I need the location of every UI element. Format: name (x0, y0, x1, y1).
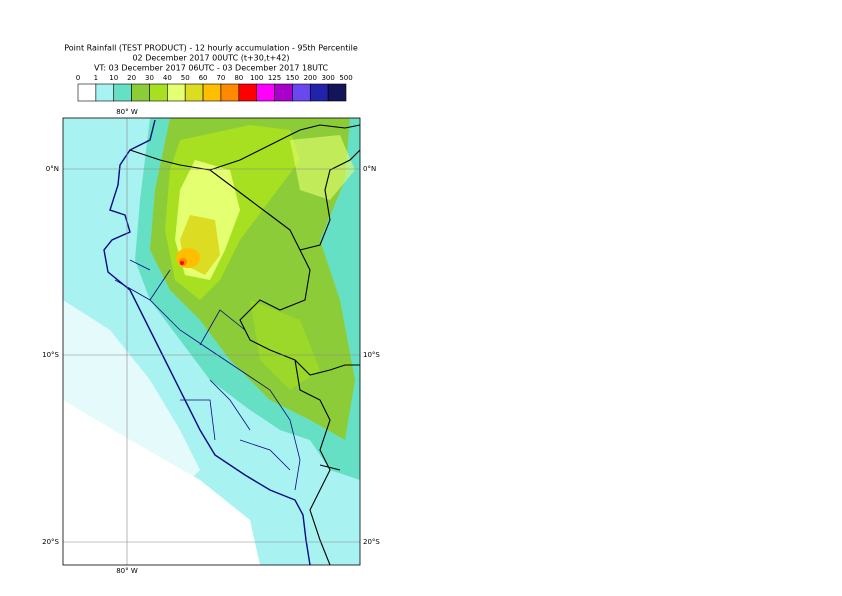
legend-swatch (256, 83, 275, 102)
legend-label: 125 (268, 74, 281, 82)
legend-label: 50 (181, 74, 190, 82)
map (63, 118, 360, 565)
lat-label: 10°S (42, 351, 59, 359)
legend-label: 1 (94, 74, 98, 82)
legend-label: 150 (286, 74, 299, 82)
legend-label: 20 (127, 74, 136, 82)
title-line: VT: 03 December 2017 06UTC - 03 December… (94, 64, 328, 73)
lat-label: 10°S (363, 351, 380, 359)
legend-swatch (184, 83, 204, 102)
legend-label: 500 (339, 74, 352, 82)
legend-label: 70 (216, 74, 225, 82)
legend-swatch (220, 83, 240, 102)
legend-label: 0 (76, 74, 80, 82)
legend: 0 1 10 20 30 40 50 60 70 80 100 125 150 200 300 500 (76, 74, 353, 102)
legend-swatch (327, 83, 347, 102)
legend-swatch (113, 83, 132, 102)
legend-swatch (95, 83, 115, 102)
map-frame (62, 117, 361, 566)
legend-swatch (149, 83, 168, 102)
title-line: 02 December 2017 00UTC (t+30,t+42) (132, 54, 289, 63)
lon-label: 80° W (116, 108, 138, 116)
title-line: Point Rainfall (TEST PRODUCT) - 12 hourl… (64, 44, 358, 53)
legend-label: 300 (321, 74, 334, 82)
legend-swatch (292, 83, 311, 102)
legend-swatch (77, 83, 97, 102)
lat-label: 20°S (42, 538, 59, 546)
legend-label: 40 (163, 74, 172, 82)
legend-label: 30 (145, 74, 154, 82)
legend-label: 10 (109, 74, 118, 82)
legend-swatch (131, 83, 150, 102)
legend-label: 100 (250, 74, 263, 82)
legend-swatch (202, 83, 222, 102)
lat-label: 20°S (363, 538, 380, 546)
legend-label: 200 (304, 74, 317, 82)
legend-swatch (167, 83, 186, 102)
legend-label: 80 (234, 74, 243, 82)
lat-label: 0°N (46, 165, 59, 173)
legend-swatch (274, 83, 293, 102)
lat-label: 0°N (363, 165, 376, 173)
legend-swatch (309, 83, 329, 102)
legend-label: 60 (199, 74, 208, 82)
lon-label: 80° W (116, 567, 138, 575)
legend-swatch (238, 83, 257, 102)
